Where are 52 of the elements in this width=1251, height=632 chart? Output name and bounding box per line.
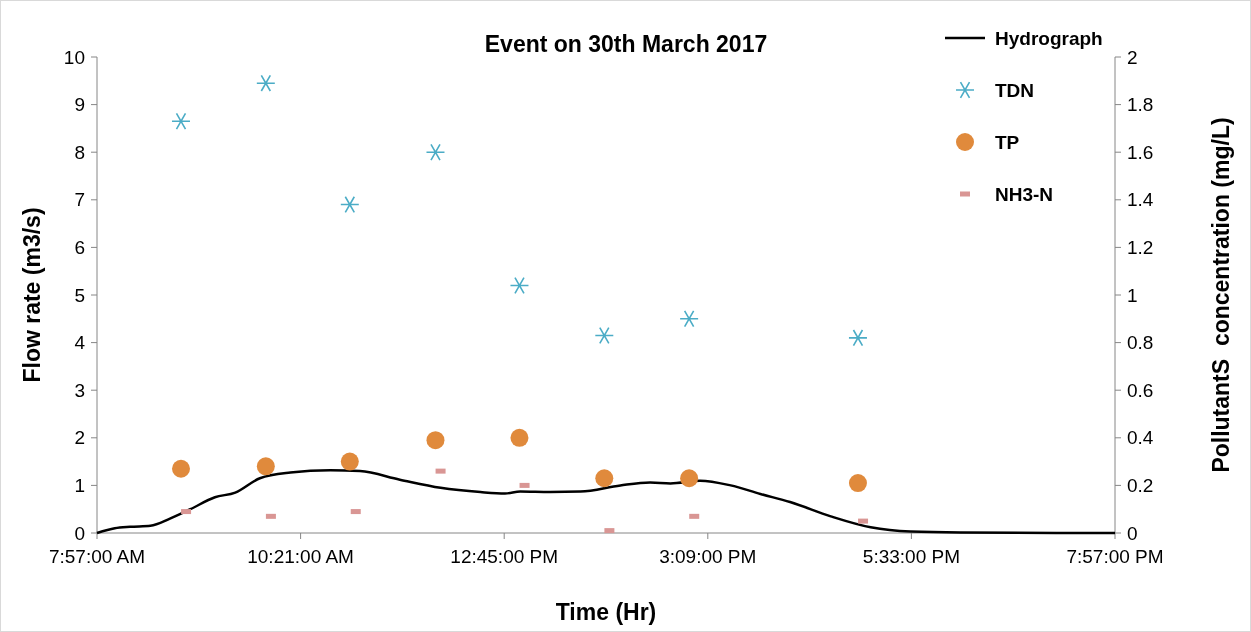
x-tick-label: 5:33:00 PM: [862, 546, 960, 567]
y-axis-title: Flow rate (m3/s): [19, 207, 45, 383]
point: [171, 112, 191, 130]
point: [256, 74, 276, 92]
legend-label: Hydrograph: [995, 27, 1103, 49]
x-axis-title: Time (Hr): [555, 599, 657, 625]
y2-tick-label: 1.6: [1127, 141, 1154, 163]
x-tick-label: 12:45:00 PM: [450, 546, 559, 567]
x-tick-label: 7:57:00 AM: [48, 546, 146, 567]
y2-tick-label: 1: [1127, 284, 1138, 306]
legend-label: TP: [995, 131, 1020, 153]
y-tick-label: 5: [74, 284, 85, 306]
y2-tick-label: 0.8: [1127, 332, 1154, 354]
y2-tick-label: 0.2: [1127, 475, 1154, 497]
point: [256, 457, 275, 476]
y2-tick-label: 1.2: [1127, 237, 1154, 259]
y-tick-label: 10: [63, 46, 85, 68]
x-tick-label: 3:09:00 PM: [659, 546, 757, 567]
y2-axis-title: PollutantS concentration (mg/L): [1208, 117, 1234, 473]
y2-tick-label: 0.6: [1127, 379, 1154, 401]
y-tick-label: 6: [74, 237, 85, 259]
y-tick-label: 0: [74, 522, 85, 544]
point: [848, 329, 868, 347]
y2-tick-label: 1.4: [1127, 189, 1154, 211]
y-tick-label: 7: [74, 189, 85, 211]
y2-tick-label: 0.4: [1127, 427, 1154, 449]
legend-label: TDN: [995, 79, 1035, 101]
point: [425, 143, 446, 161]
y-tick-label: 1: [74, 475, 85, 497]
legend-label: NH3-N: [995, 183, 1054, 205]
point: [509, 276, 530, 295]
y2-tick-label: 2: [1127, 46, 1138, 68]
point: [594, 326, 615, 345]
y2-tick-label: 1.8: [1127, 94, 1154, 116]
x-tick-label: 10:21:00 AM: [247, 546, 354, 567]
point: [510, 428, 529, 447]
y-tick-label: 3: [74, 379, 85, 401]
chart-title: Event on 30th March 2017: [484, 31, 768, 57]
point: [171, 459, 190, 478]
point: [340, 452, 359, 471]
point: [595, 469, 614, 488]
y-tick-label: 2: [74, 427, 85, 449]
point: [680, 469, 699, 488]
point: [426, 431, 445, 450]
point: [340, 195, 360, 214]
y-tick-label: 8: [74, 141, 85, 163]
point: [679, 310, 699, 328]
x-tick-label: 7:57:00 PM: [1066, 546, 1164, 567]
y2-tick-label: 0: [1127, 522, 1138, 544]
point: [848, 474, 867, 493]
y-tick-label: 9: [74, 94, 85, 116]
y-tick-label: 4: [74, 332, 86, 354]
